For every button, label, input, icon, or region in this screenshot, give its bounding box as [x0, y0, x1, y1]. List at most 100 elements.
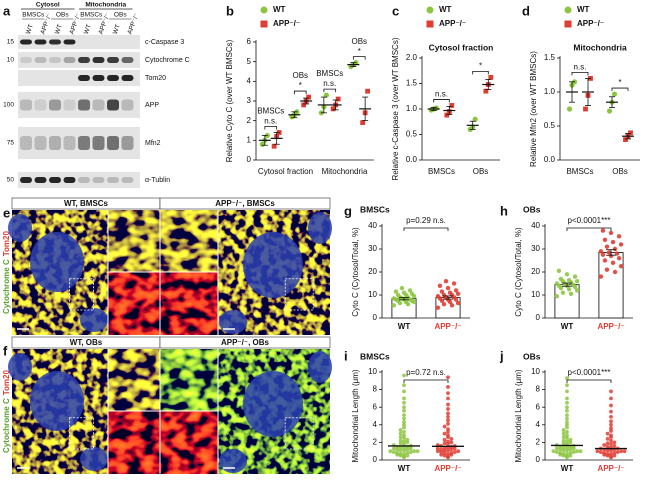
data-point [405, 453, 410, 458]
data-point [598, 450, 603, 454]
data-point [605, 448, 610, 453]
data-point [565, 383, 569, 388]
significance-bracket [403, 227, 449, 231]
data-point [565, 422, 569, 427]
legend-label: WT [439, 5, 452, 14]
zoom-box [69, 278, 94, 311]
blot-band [34, 57, 47, 63]
data-point [301, 102, 307, 108]
data-point [446, 418, 450, 423]
significance-bracket [472, 70, 489, 75]
nucleus [308, 351, 332, 383]
blot-band [78, 75, 90, 81]
y-tick-label: 0 [536, 313, 541, 322]
data-point [568, 437, 573, 442]
data-point [446, 439, 450, 444]
data-point [402, 416, 406, 421]
chart-title: Mitochondria [573, 42, 627, 52]
x-tick-label: WT [561, 322, 574, 331]
data-point [398, 435, 403, 440]
blot-band [107, 75, 119, 81]
stain-red: Tom20 [2, 370, 11, 396]
data-point [439, 447, 444, 452]
data-point [609, 422, 613, 427]
data-point [619, 449, 624, 454]
nucleus [30, 232, 84, 292]
data-point [451, 281, 457, 286]
nucleus [219, 310, 247, 334]
significance-bracket [323, 88, 337, 93]
y-tick-label: 1 [247, 135, 252, 144]
nucleus [80, 308, 108, 332]
chart-title: BMSCs [360, 204, 390, 214]
data-point [602, 237, 608, 242]
nucleus [219, 449, 247, 473]
lane-label: WT [83, 23, 93, 35]
data-point [565, 445, 569, 450]
data-point [391, 303, 397, 308]
data-point [608, 230, 614, 236]
data-point [388, 449, 393, 454]
data-point [449, 436, 454, 441]
blot-band [34, 39, 47, 45]
data-point [435, 305, 441, 310]
data-point [609, 438, 613, 443]
data-point [612, 269, 618, 275]
significance-bracket [566, 227, 612, 231]
nucleus [243, 232, 303, 298]
data-point [551, 449, 556, 454]
data-point [610, 239, 616, 245]
data-point [402, 396, 406, 401]
data-point [565, 396, 569, 401]
data-point [604, 244, 610, 249]
data-point [600, 252, 606, 257]
data-point [402, 433, 406, 438]
data-point [435, 449, 440, 454]
data-point [442, 448, 447, 453]
data-point [605, 431, 610, 436]
image-title: APP⁻/⁻, OBs [221, 338, 270, 347]
data-point [568, 440, 573, 445]
data-point [583, 106, 588, 112]
x-tick-label: APP⁻/⁻ [434, 464, 461, 473]
data-point [554, 446, 559, 451]
y-axis-label: Cyto C (Cytosol/Total, %) [514, 227, 523, 317]
legend-marker [426, 20, 434, 28]
blot-band [63, 39, 76, 45]
data-point [433, 105, 439, 111]
data-point [412, 449, 417, 454]
data-point [566, 277, 572, 283]
data-point [405, 447, 410, 452]
mw-label: 75 [7, 140, 15, 147]
data-point [606, 250, 612, 255]
data-point [442, 441, 447, 446]
chart-title: OBs [523, 351, 541, 361]
data-point [402, 448, 406, 453]
data-point [561, 438, 566, 443]
y-tick-label: 0.0 [406, 155, 418, 164]
data-point [618, 242, 624, 247]
data-point [564, 272, 570, 277]
y-tick-label: 0.5 [544, 121, 556, 130]
y-tick-label: 40 [368, 221, 377, 230]
data-point [446, 442, 450, 447]
data-point [609, 448, 613, 453]
data-point [595, 449, 600, 454]
data-point [612, 246, 618, 252]
blot-band [34, 177, 47, 183]
data-point [605, 451, 610, 456]
data-point [405, 440, 410, 445]
mw-label: 15 [7, 39, 15, 46]
panel-letter: j [499, 348, 504, 363]
data-point [561, 445, 566, 450]
data-point [398, 448, 403, 453]
data-point [446, 454, 450, 459]
data-point [439, 289, 445, 294]
annotation: p<0.0001*** [568, 368, 611, 377]
data-point [453, 288, 459, 293]
data-point [446, 396, 450, 401]
y-tick-label: 2.0 [406, 53, 418, 62]
data-point [609, 414, 613, 419]
y-tick-label: 5 [247, 57, 252, 66]
legend-label: WT [577, 5, 590, 14]
